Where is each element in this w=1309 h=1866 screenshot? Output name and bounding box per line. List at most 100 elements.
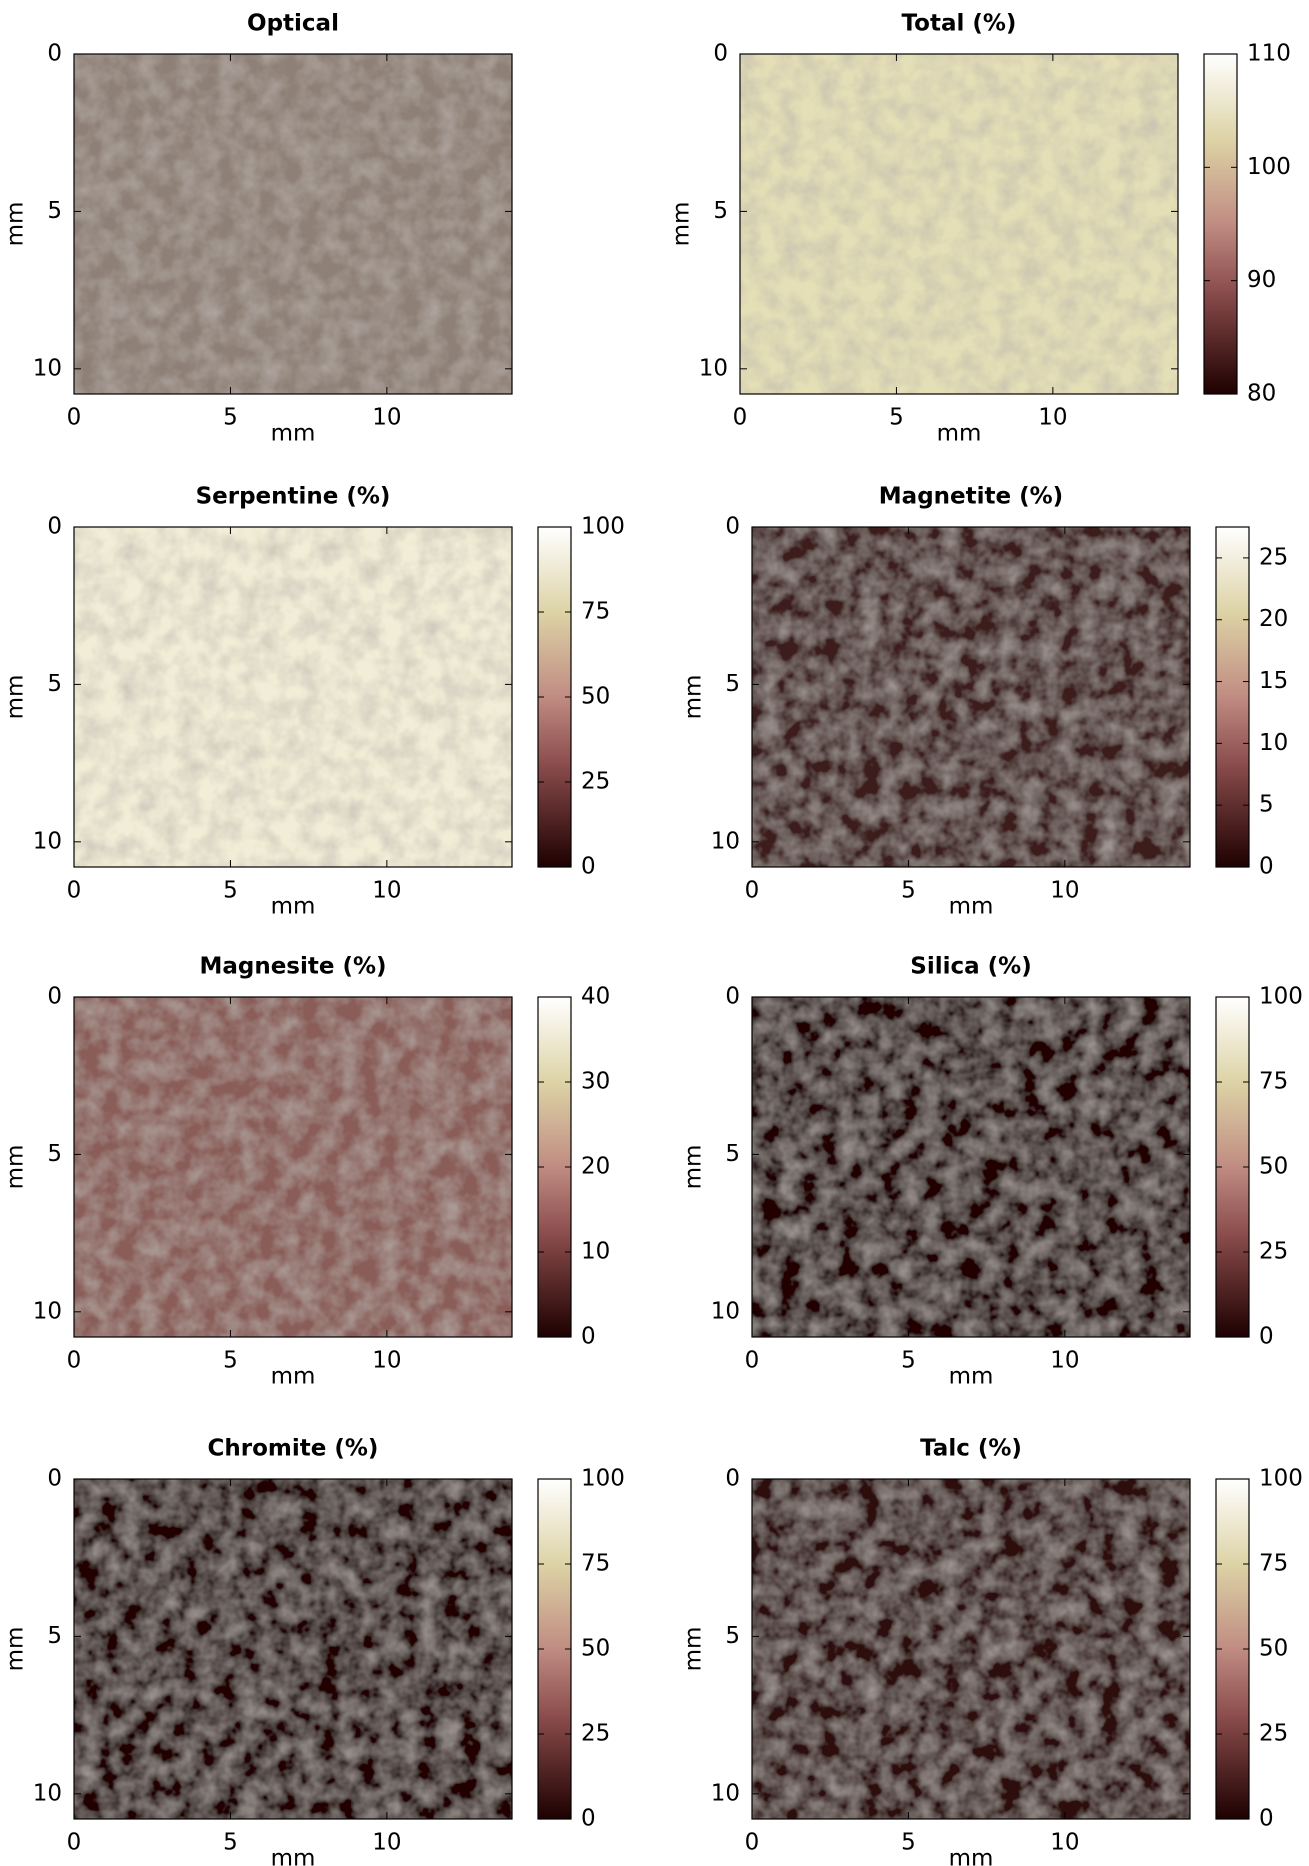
- y-axis-label: mm: [681, 675, 707, 720]
- colorbar-tick-label: 75: [581, 1551, 610, 1577]
- y-axis-label: mm: [681, 1627, 707, 1672]
- heatmap-image: [74, 54, 512, 394]
- y-tick-label: 10: [711, 1780, 740, 1806]
- axes-frame: [73, 1478, 513, 1820]
- heatmap-image: [74, 527, 512, 867]
- x-axis-label: mm: [949, 1364, 994, 1390]
- y-tick-label: 0: [47, 1466, 62, 1492]
- axes-frame: [751, 1478, 1191, 1820]
- colorbar-tick-label: 30: [581, 1069, 610, 1095]
- y-axis-label: mm: [681, 1145, 707, 1190]
- colorbar-tick-label: 100: [1259, 1466, 1303, 1492]
- x-axis-label: mm: [271, 894, 316, 920]
- heatmap-image: [752, 527, 1190, 867]
- x-tick-label: 5: [901, 1830, 916, 1856]
- colorbar-tick-label: 5: [1259, 792, 1274, 818]
- heatmap-image: [74, 997, 512, 1337]
- axes-frame: [73, 53, 513, 395]
- colorbar-tick-label: 0: [1259, 854, 1274, 880]
- colorbar: [1215, 526, 1250, 868]
- colorbar-tick-label: 90: [1247, 267, 1276, 293]
- panel-title: Magnetite (%): [879, 484, 1063, 510]
- colorbar-tick-label: 50: [581, 684, 610, 710]
- x-tick-label: 10: [372, 1830, 401, 1856]
- x-tick-label: 5: [889, 405, 904, 431]
- x-tick-label: 5: [223, 405, 238, 431]
- x-tick-label: 5: [223, 1830, 238, 1856]
- y-axis-label: mm: [3, 1145, 29, 1190]
- colorbar-tick-label: 25: [1259, 544, 1288, 570]
- y-tick-label: 10: [33, 1298, 62, 1324]
- y-tick-label: 10: [33, 355, 62, 381]
- axes-frame: [751, 526, 1191, 868]
- colorbar-tick-label: 0: [1259, 1806, 1274, 1832]
- x-tick-label: 5: [223, 1348, 238, 1374]
- x-tick-label: 5: [901, 1348, 916, 1374]
- colorbar-tick-label: 20: [1259, 606, 1288, 632]
- colorbar-tick-label: 25: [581, 769, 610, 795]
- y-tick-label: 10: [33, 828, 62, 854]
- y-tick-label: 0: [47, 514, 62, 540]
- colorbar-tick-label: 25: [1259, 1721, 1288, 1747]
- panel-title: Talc (%): [920, 1436, 1022, 1462]
- x-tick-label: 0: [67, 1348, 82, 1374]
- panel-title: Serpentine (%): [196, 484, 391, 510]
- y-tick-label: 0: [47, 984, 62, 1010]
- heatmap-image: [752, 997, 1190, 1337]
- y-axis-label: mm: [3, 675, 29, 720]
- y-tick-label: 5: [725, 671, 740, 697]
- panel-title: Magnesite (%): [199, 954, 386, 980]
- y-axis-label: mm: [669, 202, 695, 247]
- x-tick-label: 0: [745, 1830, 760, 1856]
- colorbar-tick-label: 80: [1247, 381, 1276, 407]
- x-tick-label: 0: [745, 1348, 760, 1374]
- x-axis-label: mm: [949, 894, 994, 920]
- colorbar: [1203, 53, 1238, 395]
- colorbar-tick-label: 0: [581, 1324, 596, 1350]
- x-tick-label: 0: [67, 1830, 82, 1856]
- y-tick-label: 0: [47, 41, 62, 67]
- x-tick-label: 0: [67, 878, 82, 904]
- colorbar-tick-label: 0: [581, 1806, 596, 1832]
- y-tick-label: 10: [711, 1298, 740, 1324]
- panel-title: Optical: [247, 11, 339, 37]
- x-tick-label: 10: [372, 405, 401, 431]
- heatmap-image: [74, 1479, 512, 1819]
- x-tick-label: 10: [1050, 1348, 1079, 1374]
- x-tick-label: 10: [372, 878, 401, 904]
- x-axis-label: mm: [271, 1846, 316, 1866]
- colorbar-tick-label: 20: [581, 1154, 610, 1180]
- x-tick-label: 0: [745, 878, 760, 904]
- x-tick-label: 5: [223, 878, 238, 904]
- y-tick-label: 0: [725, 514, 740, 540]
- y-tick-label: 0: [725, 1466, 740, 1492]
- y-tick-label: 0: [725, 984, 740, 1010]
- x-axis-label: mm: [949, 1846, 994, 1866]
- colorbar-tick-label: 75: [1259, 1551, 1288, 1577]
- x-tick-label: 0: [67, 405, 82, 431]
- x-tick-label: 5: [901, 878, 916, 904]
- y-tick-label: 10: [33, 1780, 62, 1806]
- colorbar-tick-label: 10: [1259, 730, 1288, 756]
- axes-frame: [739, 53, 1179, 395]
- colorbar-tick-label: 25: [1259, 1239, 1288, 1265]
- y-tick-label: 5: [725, 1141, 740, 1167]
- colorbar-tick-label: 25: [581, 1721, 610, 1747]
- colorbar-tick-label: 0: [1259, 1324, 1274, 1350]
- panel-title: Chromite (%): [208, 1436, 379, 1462]
- x-tick-label: 10: [1050, 878, 1079, 904]
- panel-title: Silica (%): [910, 954, 1031, 980]
- y-tick-label: 10: [711, 828, 740, 854]
- axes-frame: [73, 996, 513, 1338]
- colorbar-tick-label: 100: [581, 514, 625, 540]
- y-tick-label: 5: [47, 1141, 62, 1167]
- colorbar-tick-label: 110: [1247, 41, 1291, 67]
- x-tick-label: 10: [1038, 405, 1067, 431]
- colorbar-tick-label: 100: [581, 1466, 625, 1492]
